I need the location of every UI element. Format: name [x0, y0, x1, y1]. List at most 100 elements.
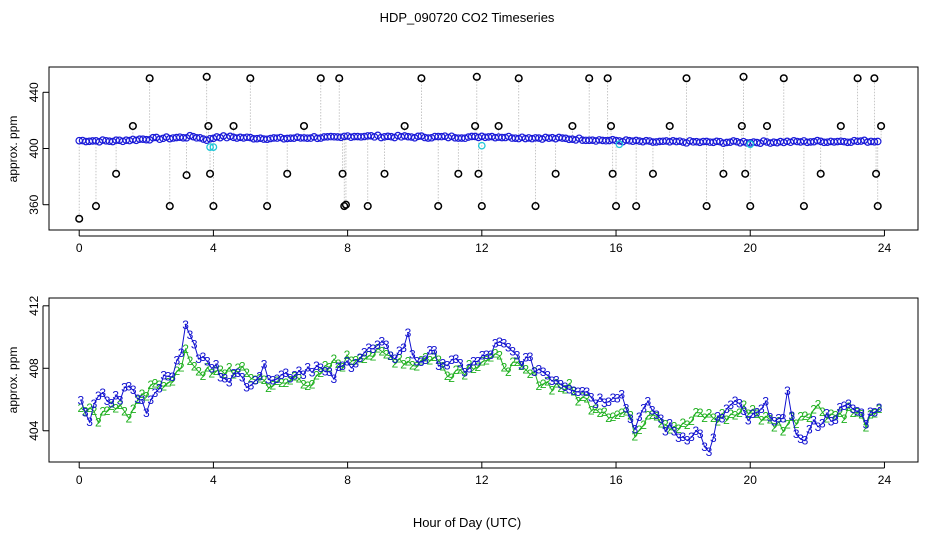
series-2-line	[80, 347, 880, 438]
outlier-point	[836, 121, 845, 131]
series-2-label: 2	[762, 409, 769, 423]
series-3-label: 3	[274, 372, 281, 386]
series-3-label: 3	[269, 374, 276, 388]
series-3-label: 3	[431, 344, 438, 358]
series-2-label: 2	[492, 347, 499, 361]
series-2-label: 2	[684, 418, 691, 432]
series-3-label: 3	[544, 368, 551, 382]
outlier-point	[246, 74, 255, 83]
outlier-point	[603, 74, 612, 83]
series-3-label: 3	[514, 348, 521, 362]
top-data-point	[759, 137, 768, 145]
series-2-label: 2	[435, 353, 442, 367]
outlier-point	[91, 202, 101, 211]
series-2-label: 2	[117, 398, 124, 412]
outlier-point	[585, 74, 594, 83]
outlier-point	[551, 169, 560, 178]
outlier-point	[779, 74, 788, 83]
series-3-label: 3	[357, 351, 364, 365]
series-3-label: 3	[466, 362, 473, 376]
series-3-label: 3	[509, 344, 516, 358]
series-2-label: 2	[553, 376, 560, 390]
top-x-tick-label: 8	[344, 241, 351, 255]
series-3-label: 3	[156, 382, 163, 396]
series-3-label: 3	[658, 412, 665, 426]
series-3-label: 3	[440, 357, 447, 371]
series-2-label: 2	[505, 365, 512, 379]
series-3-label: 3	[863, 417, 870, 431]
series-3-label: 3	[518, 359, 525, 373]
series-3-label: 3	[749, 407, 756, 421]
series-2-label: 2	[426, 354, 433, 368]
bottom-x-tick-label: 12	[475, 473, 489, 487]
series-2-label: 2	[173, 364, 180, 378]
series-3-label: 3	[701, 440, 708, 454]
series-3-label: 3	[344, 354, 351, 368]
series-3-label: 3	[666, 417, 673, 431]
series-2-label: 2	[226, 361, 233, 375]
series-3-label: 3	[453, 352, 460, 366]
series-3-label: 3	[522, 351, 529, 365]
series-3-label: 3	[688, 430, 695, 444]
series-3-label: 3	[160, 368, 167, 382]
outlier-point	[719, 169, 728, 178]
series-2-label: 2	[208, 367, 215, 381]
series-2-label: 2	[121, 405, 128, 419]
series-2-label: 2	[802, 409, 809, 423]
series-2-label: 2	[422, 351, 429, 365]
series-2-label: 2	[771, 421, 778, 435]
series-3-label: 3	[762, 395, 769, 409]
outlier-point	[682, 74, 691, 83]
top-data-point	[142, 135, 151, 144]
series-3-label: 3	[527, 350, 534, 364]
series-3-label: 3	[339, 359, 346, 373]
series-3-label: 3	[793, 427, 800, 441]
series-3-label: 3	[841, 399, 848, 413]
series-3-label: 3	[78, 393, 85, 407]
series-2-label: 2	[348, 354, 355, 368]
series-2-label: 2	[326, 360, 333, 374]
series-3-label: 3	[697, 427, 704, 441]
top-data-point	[149, 133, 157, 142]
series-2-label: 2	[832, 409, 839, 423]
series-3-label: 3	[828, 414, 835, 428]
outlier-point	[665, 121, 674, 131]
series-3-label: 3	[169, 370, 176, 384]
series-2-label: 2	[300, 378, 307, 392]
series-2-label: 2	[810, 403, 817, 417]
series-2-label: 2	[688, 414, 695, 428]
series-2-label: 2	[876, 402, 883, 416]
series-3-label: 3	[287, 372, 294, 386]
bottom-data-layer: 2222222222222222222222222222222222222222…	[78, 318, 883, 459]
series-3-label: 3	[117, 393, 124, 407]
series-3-label: 3	[152, 386, 159, 400]
series-2-label: 2	[78, 401, 85, 415]
series-2-label: 2	[339, 361, 346, 375]
series-3-label: 3	[819, 417, 826, 431]
top-x-tick-label: 12	[475, 241, 489, 255]
series-3-label: 3	[139, 393, 146, 407]
series-2-label: 2	[662, 417, 669, 431]
series-2-label: 2	[570, 385, 577, 399]
series-3-label: 3	[806, 423, 813, 437]
series-3-label: 3	[505, 341, 512, 355]
outlier-point	[206, 169, 215, 178]
series-3-label: 3	[252, 374, 259, 388]
series-2-label: 2	[448, 371, 455, 385]
top-x-tick-label: 20	[744, 241, 758, 255]
series-2-label: 2	[819, 405, 826, 419]
series-3-label: 3	[575, 385, 582, 399]
top-data-point	[243, 133, 251, 142]
series-3-label: 3	[261, 357, 268, 371]
series-3-label: 3	[370, 342, 377, 356]
cyan-marker	[206, 143, 214, 151]
outlier-point	[338, 169, 347, 178]
outlier-point	[165, 202, 174, 211]
series-2-label: 2	[86, 401, 93, 415]
bottom-x-tick-label: 20	[744, 473, 758, 487]
series-3-label: 3	[243, 381, 250, 395]
series-2-label: 2	[169, 375, 176, 389]
series-3-label: 3	[636, 410, 643, 424]
top-data-point	[753, 138, 761, 147]
top-data-point	[461, 134, 469, 143]
